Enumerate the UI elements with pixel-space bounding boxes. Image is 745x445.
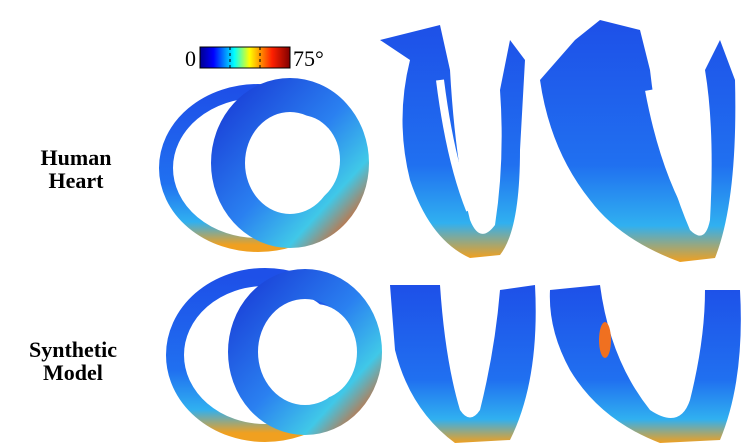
synthetic-long-axis-1 xyxy=(390,285,536,443)
synthetic-long-axis-2 xyxy=(550,285,741,443)
row-label: Heart xyxy=(49,168,105,193)
ventricle-wall xyxy=(540,20,735,262)
ventricle-wall xyxy=(390,285,536,443)
synthetic-short-axis xyxy=(175,277,367,433)
figure: 0 75° Human Heart Synthetic Model xyxy=(0,0,745,445)
human-long-axis-2 xyxy=(540,20,735,262)
cavity xyxy=(273,304,357,400)
cavity xyxy=(260,115,340,205)
ventricle-wall xyxy=(550,285,741,443)
row-label: Synthetic xyxy=(29,337,117,362)
colorbar-min-label: 0 xyxy=(185,46,196,71)
row-label: Human xyxy=(41,145,112,170)
human-short-axis xyxy=(166,91,352,245)
human-long-axis-1 xyxy=(380,25,525,258)
row-label: Model xyxy=(43,360,103,385)
highlight xyxy=(599,322,611,358)
colorbar: 0 75° xyxy=(185,46,324,71)
colorbar-max-label: 75° xyxy=(293,46,324,71)
colorbar-gradient xyxy=(200,47,290,68)
